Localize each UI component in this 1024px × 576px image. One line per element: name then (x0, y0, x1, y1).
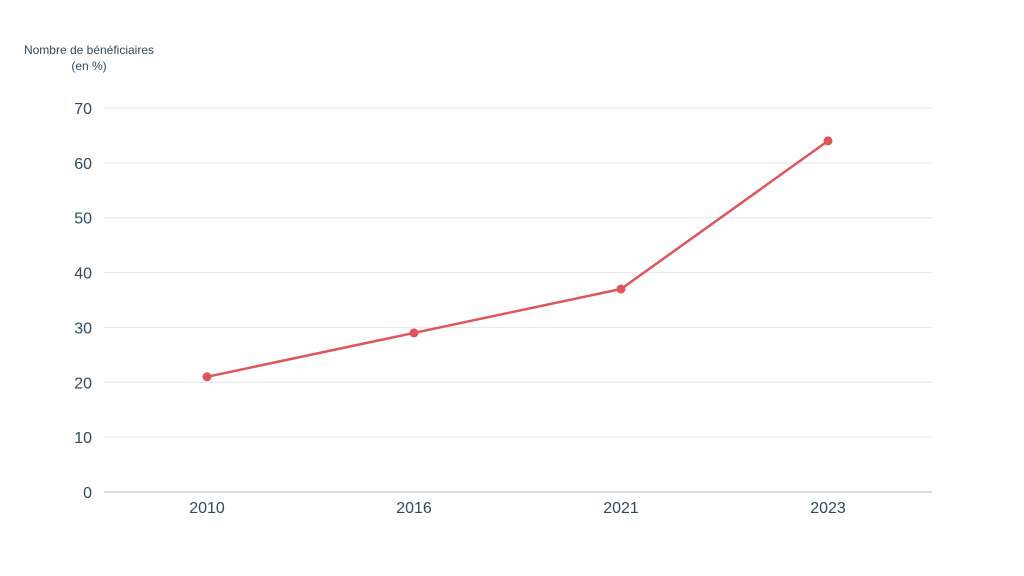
data-point[interactable] (823, 136, 833, 146)
y-tick-label: 70 (74, 101, 92, 118)
y-axis-label-line1: Nombre de bénéficiaires (23, 43, 155, 57)
data-point[interactable] (409, 328, 419, 338)
y-axis-label-line2: (en %) (71, 59, 107, 73)
y-tick-label: 20 (74, 375, 92, 392)
x-tick-label: 2010 (189, 500, 225, 517)
y-tick-label: 30 (74, 320, 92, 337)
data-point[interactable] (616, 284, 626, 294)
series-line (205, 139, 830, 379)
y-tick-label: 0 (83, 485, 92, 502)
y-axis-label: Nombre de bénéficiaires (en %) (14, 42, 164, 74)
x-tick-label: 2023 (810, 500, 846, 517)
y-tick-label: 40 (74, 266, 92, 283)
data-point[interactable] (202, 372, 212, 382)
y-tick-label: 60 (74, 156, 92, 173)
y-tick-label: 10 (74, 430, 92, 447)
y-tick-label: 50 (74, 211, 92, 228)
x-tick-label: 2021 (603, 500, 639, 517)
x-tick-label: 2016 (396, 500, 432, 517)
